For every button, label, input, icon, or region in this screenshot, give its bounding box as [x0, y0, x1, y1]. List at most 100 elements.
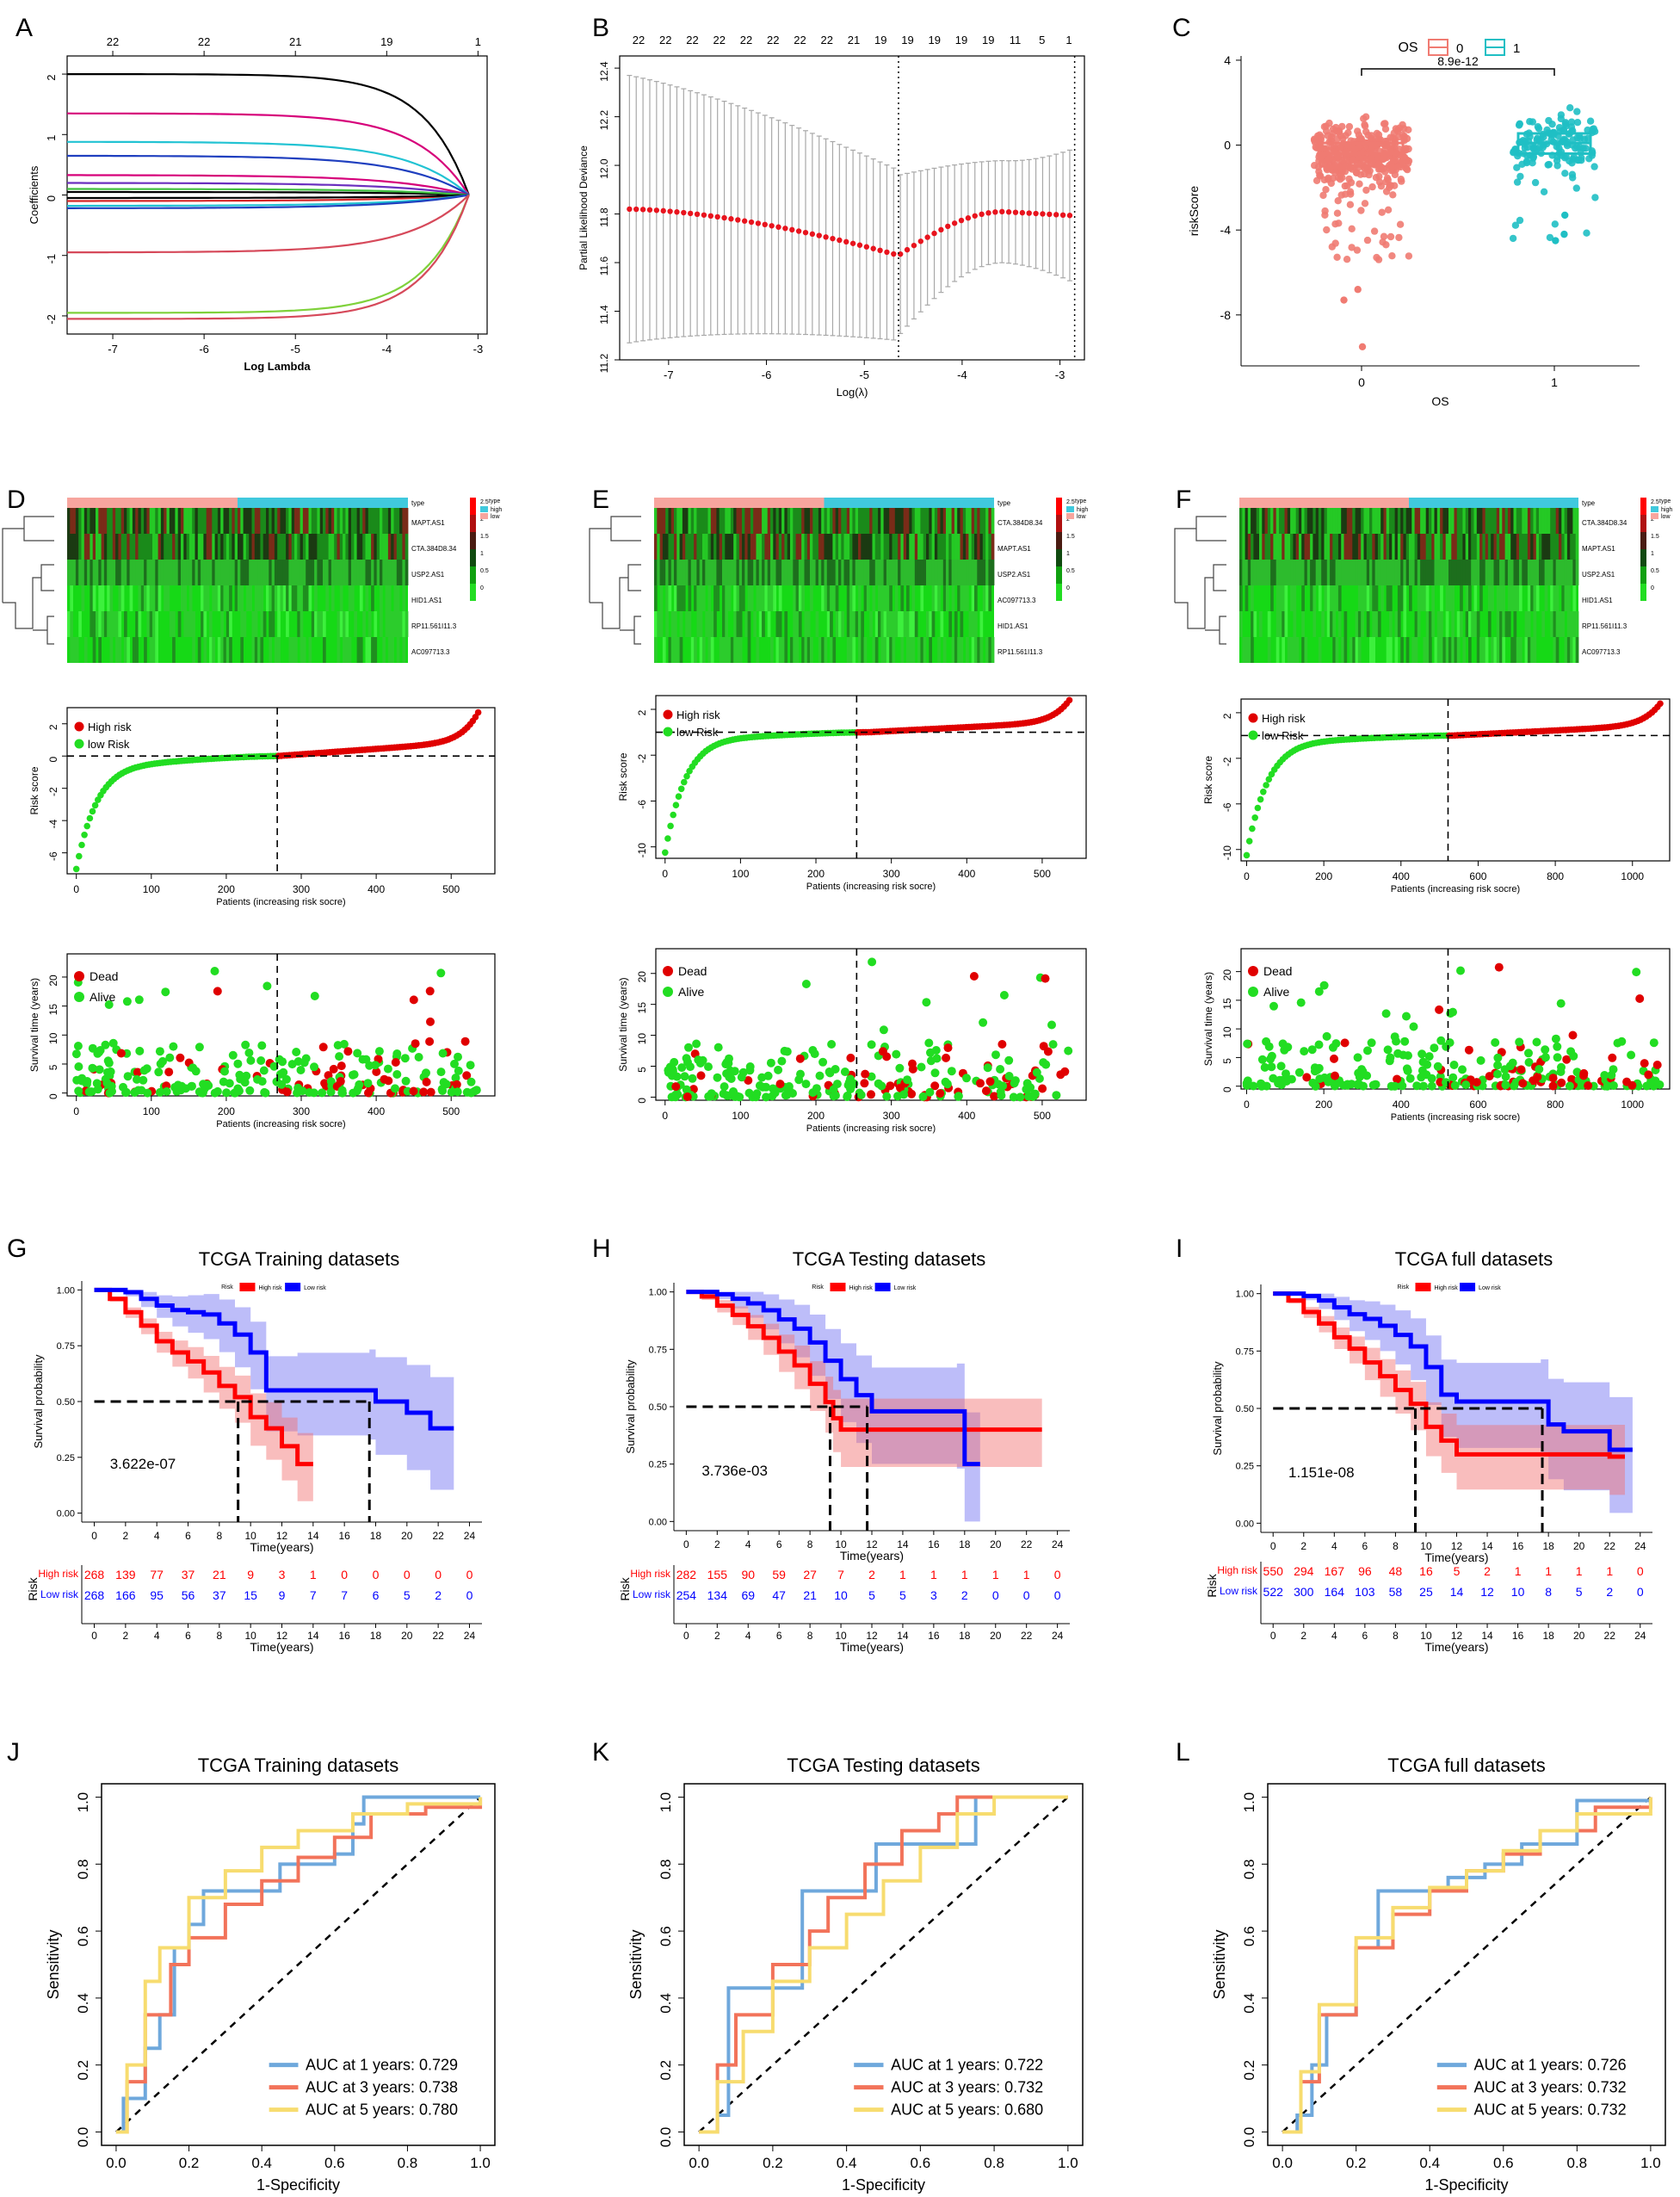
- y-tick-label-b: 11.6: [598, 256, 610, 275]
- survival-point: [426, 1087, 435, 1097]
- heatmap-cell: [234, 585, 238, 611]
- heatmap-cell: [337, 611, 341, 637]
- survival-point: [1622, 1077, 1632, 1086]
- heatmap-cell: [682, 585, 686, 611]
- color-scale-tick: 2.5: [480, 499, 489, 505]
- jitter-point-c: [1372, 174, 1380, 182]
- heatmap-cell: [1423, 637, 1427, 663]
- heatmap-cell: [1293, 508, 1297, 534]
- roc-frame: [1267, 1783, 1666, 2146]
- heatmap-cell: [1337, 585, 1342, 611]
- heatmap-cell: [291, 534, 295, 560]
- survival-point: [899, 1090, 909, 1099]
- heatmap-cell: [83, 534, 88, 560]
- heatmap-cell: [396, 534, 400, 560]
- heatmap-cell: [1312, 508, 1317, 534]
- table-count-high: 294: [1294, 1564, 1314, 1578]
- heatmap-cell: [138, 534, 142, 560]
- heatmap-cell: [668, 560, 672, 585]
- table-count-low: 0: [1023, 1588, 1030, 1602]
- survival-point: [372, 1068, 381, 1076]
- heatmap-cell: [1417, 508, 1421, 534]
- color-scale-cell: [1640, 515, 1646, 532]
- heatmap-cell: [1566, 637, 1571, 663]
- heatmap-cell: [1335, 534, 1339, 560]
- heatmap-cell: [1366, 560, 1370, 585]
- heatmap-cell: [257, 508, 261, 534]
- heatmap-cell: [1553, 585, 1557, 611]
- survival-point: [670, 1092, 680, 1102]
- heatmap-cell: [78, 611, 82, 637]
- heatmap-cell: [775, 611, 780, 637]
- heatmap-cell: [866, 560, 870, 585]
- heatmap-cell: [770, 508, 774, 534]
- heatmap-cell: [345, 534, 349, 560]
- km-y-tick-label: 1.00: [1236, 1290, 1254, 1300]
- survival-legend-dead: Dead: [90, 969, 118, 983]
- km-y-tick-label: 0.50: [57, 1397, 75, 1408]
- jitter-point-c: [1353, 246, 1362, 254]
- panel-label-roc: L: [1176, 1738, 1190, 1767]
- heatmap-cell: [806, 560, 811, 585]
- survival-point: [1548, 1074, 1558, 1083]
- legend-key-low: [1066, 513, 1074, 519]
- heatmap-cell: [1440, 637, 1443, 663]
- survival-point: [930, 1081, 940, 1091]
- jitter-point-c: [1553, 162, 1561, 170]
- heatmap-cell: [914, 560, 918, 585]
- survival-point: [962, 1074, 971, 1083]
- survival-y-tick-label: 15: [47, 1004, 59, 1016]
- heatmap-cell: [260, 585, 264, 611]
- y-tick-label-a: -1: [45, 254, 58, 264]
- survival-point: [846, 1053, 855, 1062]
- heatmap-cell: [1420, 534, 1424, 560]
- heatmap-cell: [1394, 560, 1399, 585]
- km-x-tick-label: 6: [185, 1530, 191, 1542]
- jitter-point-c: [1579, 145, 1587, 152]
- heatmap-cell: [140, 560, 145, 585]
- heatmap-cell: [391, 611, 394, 637]
- color-scale-tick: 0: [480, 585, 484, 591]
- heatmap-cell: [1380, 534, 1384, 560]
- risk-point: [675, 793, 682, 800]
- survival-point: [1642, 1081, 1652, 1091]
- table-x-tick-label: 14: [307, 1630, 319, 1642]
- heatmap-cell: [1394, 508, 1399, 534]
- heatmap-cell: [940, 611, 944, 637]
- survival-point: [74, 1062, 83, 1071]
- heatmap-cell: [886, 585, 890, 611]
- survival-point: [231, 1088, 240, 1098]
- heatmap-cell: [1374, 611, 1379, 637]
- survival-point: [827, 1040, 837, 1049]
- heatmap-cell: [1445, 560, 1449, 585]
- heatmap-cell: [1326, 508, 1331, 534]
- heatmap-cell: [70, 534, 73, 560]
- heatmap-cell: [863, 534, 868, 560]
- heatmap-cell: [821, 585, 825, 611]
- heatmap-cell: [164, 585, 167, 611]
- heatmap-cell: [1440, 534, 1443, 560]
- heatmap-cell: [1361, 611, 1364, 637]
- heatmap-cell: [977, 560, 980, 585]
- heatmap-cell: [1414, 560, 1418, 585]
- heatmap-cell: [334, 560, 337, 585]
- heatmap-cell: [758, 560, 763, 585]
- heatmap-cell: [288, 637, 293, 663]
- heatmap-cell: [826, 560, 831, 585]
- deviance-point-b: [856, 242, 863, 248]
- survival-point: [1359, 1081, 1368, 1091]
- heatmap-cell: [764, 508, 769, 534]
- survival-y-tick-label: 20: [636, 971, 648, 983]
- heatmap-cell: [863, 637, 868, 663]
- heatmap-cell: [362, 508, 366, 534]
- heatmap-cell: [874, 637, 879, 663]
- jitter-point-c: [1560, 230, 1568, 238]
- heatmap-cell: [804, 560, 808, 585]
- heatmap-cell: [1337, 560, 1342, 585]
- survival-point: [105, 1088, 114, 1098]
- survival-x-tick-label: 500: [442, 1105, 460, 1117]
- heatmap-cell: [940, 508, 944, 534]
- heatmap-cell: [883, 611, 887, 637]
- heatmap-cell: [991, 560, 995, 585]
- heatmap-cell: [402, 637, 406, 663]
